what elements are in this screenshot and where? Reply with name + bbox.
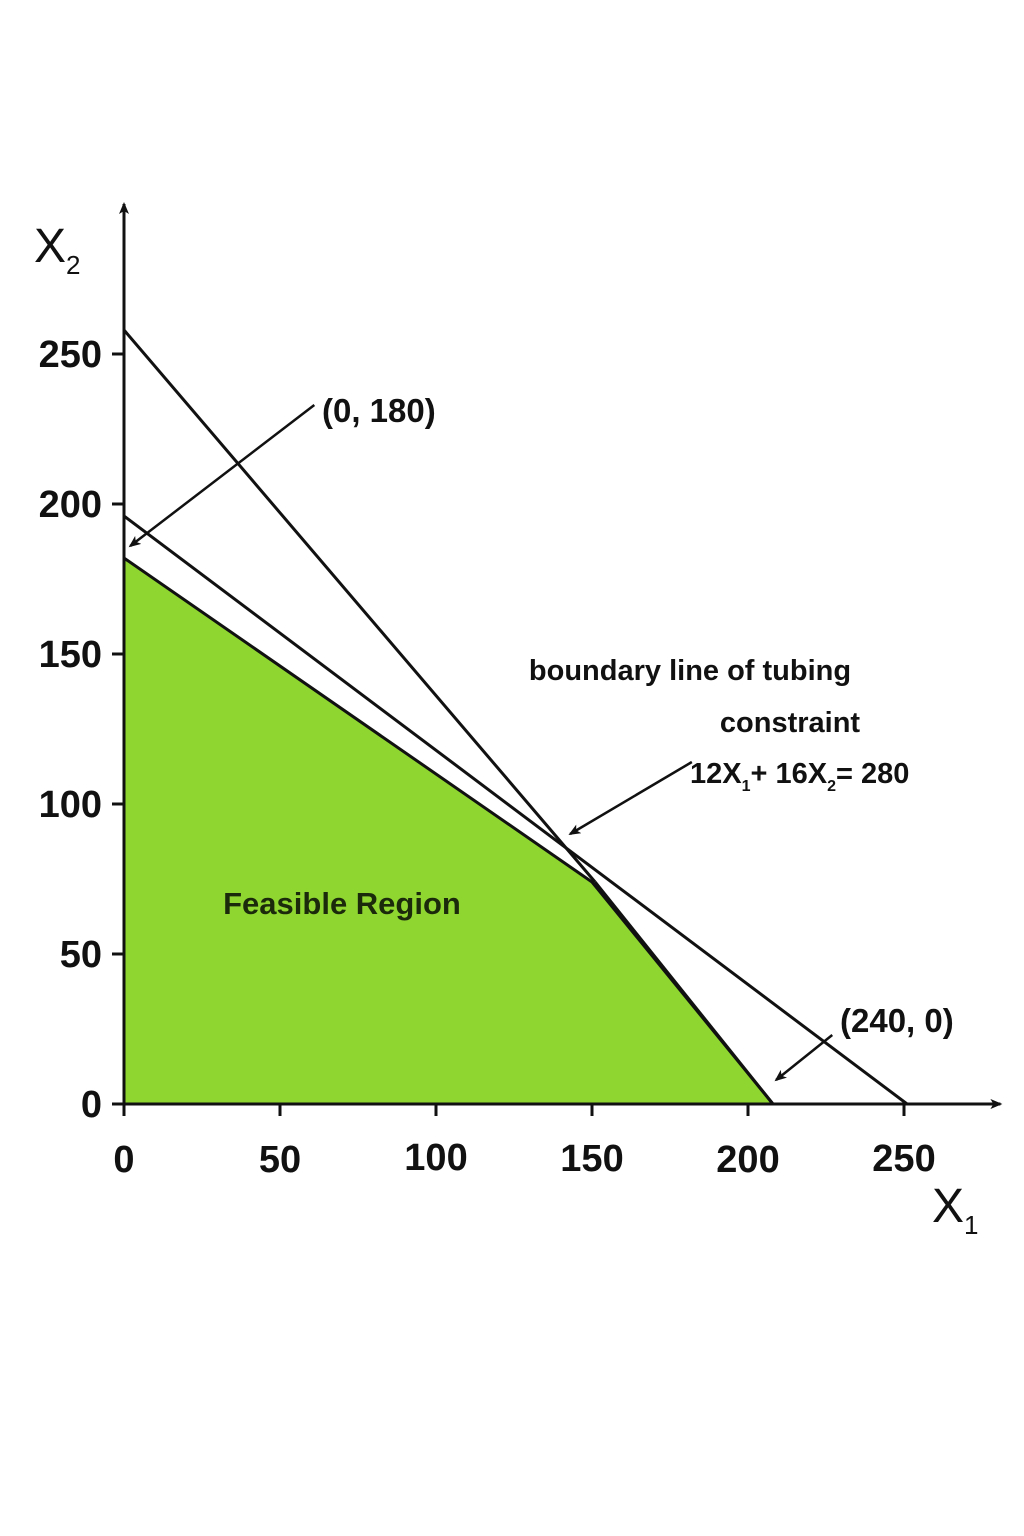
y-tick-label: 200 — [39, 484, 102, 526]
x-tick-label: 100 — [404, 1137, 467, 1179]
feasible-region-label: Feasible Region — [223, 886, 461, 921]
annotation-tubing-equation: 12X1+ 16X2= 280 — [690, 758, 909, 795]
x-tick-label: 250 — [872, 1138, 935, 1180]
annotation-arrow-240-0 — [774, 1034, 834, 1082]
y-tick-label: 100 — [39, 784, 102, 826]
annotation-240-0: (240, 0) — [840, 1002, 954, 1039]
feasible-region-layer — [122, 556, 775, 1106]
labels-layer: 0 50 100 150 200 250050100150200250X1X2Feasib… — [34, 220, 978, 1240]
annotation-tubing-line1: boundary line of tubing — [529, 655, 851, 687]
y-tick-label: 50 — [60, 934, 102, 976]
y-tick-label: 250 — [39, 334, 102, 376]
annotation-0-180: (0, 180) — [322, 392, 436, 429]
constraint-lines-layer — [122, 329, 909, 1106]
axes-layer — [112, 202, 1003, 1116]
annotation-arrow-0-180 — [128, 404, 316, 548]
annotation-tubing-line2: constraint — [720, 707, 861, 739]
y-tick-label: 150 — [39, 634, 102, 676]
constraint-line-2 — [123, 514, 909, 1106]
x-tick-label: 0 — [113, 1139, 134, 1181]
x-axis-title: X1 — [932, 1180, 978, 1240]
y-tick-label: 0 — [81, 1084, 102, 1126]
x-tick-label: 200 — [716, 1139, 779, 1181]
y-axis-title: X2 — [34, 220, 80, 280]
x-tick-label: 50 — [259, 1139, 301, 1181]
feasible-region — [122, 556, 775, 1106]
constraint-line-1 — [122, 329, 597, 883]
x-tick-label: 150 — [560, 1138, 623, 1180]
annotation-arrow-tubing — [568, 760, 693, 836]
constraint-line-3 — [593, 881, 775, 1105]
